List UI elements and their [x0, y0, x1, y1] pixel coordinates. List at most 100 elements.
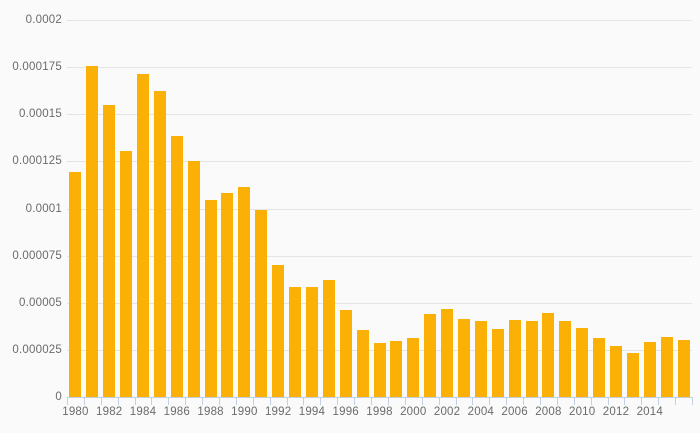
x-tick-label: 1982 [96, 406, 123, 418]
x-tick-label: 2000 [400, 406, 427, 418]
bar[interactable] [593, 338, 606, 397]
x-tick-mark [455, 397, 457, 405]
bar[interactable] [626, 353, 639, 397]
bar[interactable] [255, 209, 268, 397]
y-tick-label: 0.000075 [12, 249, 62, 262]
bar[interactable] [221, 193, 234, 397]
bar[interactable] [660, 337, 673, 397]
x-tick-label: 1994 [298, 406, 326, 418]
bar[interactable] [339, 309, 352, 397]
bar[interactable] [170, 135, 183, 397]
bar[interactable] [390, 341, 403, 397]
bar[interactable] [187, 161, 200, 397]
x-tick-mark [387, 397, 389, 405]
x-tick-mark [235, 397, 237, 405]
x-tick-mark [354, 397, 356, 405]
y-tick-label: 0 [55, 391, 62, 403]
bar[interactable] [525, 321, 538, 397]
x-tick-mark [134, 397, 136, 405]
x-tick-label: 1986 [163, 406, 190, 418]
bar[interactable] [559, 321, 572, 397]
x-tick-mark [573, 397, 575, 405]
x-tick-mark [252, 397, 254, 405]
x-tick-label: 1990 [231, 406, 258, 418]
bar[interactable] [643, 342, 656, 397]
bar-series [67, 20, 692, 397]
x-tick-label: 1980 [62, 406, 89, 418]
bar[interactable] [322, 279, 335, 397]
x-tick-mark [607, 397, 609, 405]
x-tick-mark [675, 397, 677, 405]
x-tick-mark [590, 397, 592, 405]
x-axis-end-cap [692, 397, 693, 405]
bar[interactable] [441, 309, 454, 397]
x-tick-mark [523, 397, 525, 405]
y-tick-label: 0.000175 [12, 61, 62, 74]
gridline [67, 114, 692, 116]
x-tick-label: 1998 [366, 406, 393, 418]
bar[interactable] [305, 286, 318, 397]
bar[interactable] [542, 312, 555, 397]
x-tick-label: 1992 [264, 406, 292, 418]
x-axis-line [67, 397, 692, 398]
bar[interactable] [272, 265, 285, 397]
gridline [67, 302, 692, 304]
x-tick-mark [67, 397, 68, 405]
x-tick-mark [286, 397, 288, 405]
y-tick-label: 0.000125 [12, 155, 62, 168]
bar[interactable] [356, 330, 369, 397]
bar[interactable] [86, 65, 99, 397]
bar[interactable] [576, 328, 589, 397]
y-axis: 0 0.000025 0.00005 0.000075 0.0001 0.000125 0.… [0, 0, 62, 433]
y-tick-label: 0.0002 [25, 14, 62, 26]
x-tick-mark [371, 397, 373, 405]
bar[interactable] [508, 320, 521, 397]
bar[interactable] [407, 338, 420, 397]
x-tick-label: 2004 [467, 406, 495, 418]
bar[interactable] [204, 199, 217, 397]
bar[interactable] [491, 329, 504, 397]
bar[interactable] [424, 314, 437, 397]
x-tick-label: 2006 [501, 406, 528, 418]
x-tick-mark [421, 397, 423, 405]
x-tick-mark [269, 397, 271, 405]
x-tick-mark [556, 397, 558, 405]
bar[interactable] [69, 171, 82, 397]
x-tick-mark [168, 397, 170, 405]
bar[interactable] [137, 74, 149, 397]
x-tick-mark [185, 397, 187, 405]
bar[interactable] [120, 151, 133, 397]
x-tick-mark [151, 397, 153, 405]
x-tick-mark [472, 397, 474, 405]
bar[interactable] [103, 104, 116, 397]
x-tick-mark [489, 397, 491, 405]
bar[interactable] [474, 321, 487, 397]
y-tick-label: 0.0001 [25, 202, 62, 215]
bar[interactable] [677, 340, 690, 397]
x-tick-label: 2010 [568, 406, 596, 418]
x-tick-label: 2002 [433, 406, 461, 418]
gridline [67, 255, 692, 257]
x-tick-mark [320, 397, 322, 405]
x-tick-mark [438, 397, 440, 405]
x-tick-mark [117, 397, 119, 405]
x-tick-mark [539, 397, 541, 405]
bar[interactable] [457, 318, 470, 397]
x-tick-label: 2014 [636, 406, 663, 418]
bar[interactable] [238, 187, 251, 397]
bar[interactable] [373, 343, 386, 397]
bar[interactable] [609, 346, 622, 397]
x-tick-mark [404, 397, 406, 405]
bar[interactable] [153, 91, 166, 397]
bar[interactable] [289, 286, 302, 397]
x-tick-mark [624, 397, 626, 405]
x-tick-mark [83, 397, 85, 405]
x-tick-mark [202, 397, 204, 405]
gridline [67, 20, 692, 21]
x-tick-label: 1988 [197, 406, 224, 418]
y-tick-label: 0.00015 [19, 108, 62, 121]
gridline [67, 67, 692, 69]
y-tick-label: 0.00005 [19, 296, 62, 309]
